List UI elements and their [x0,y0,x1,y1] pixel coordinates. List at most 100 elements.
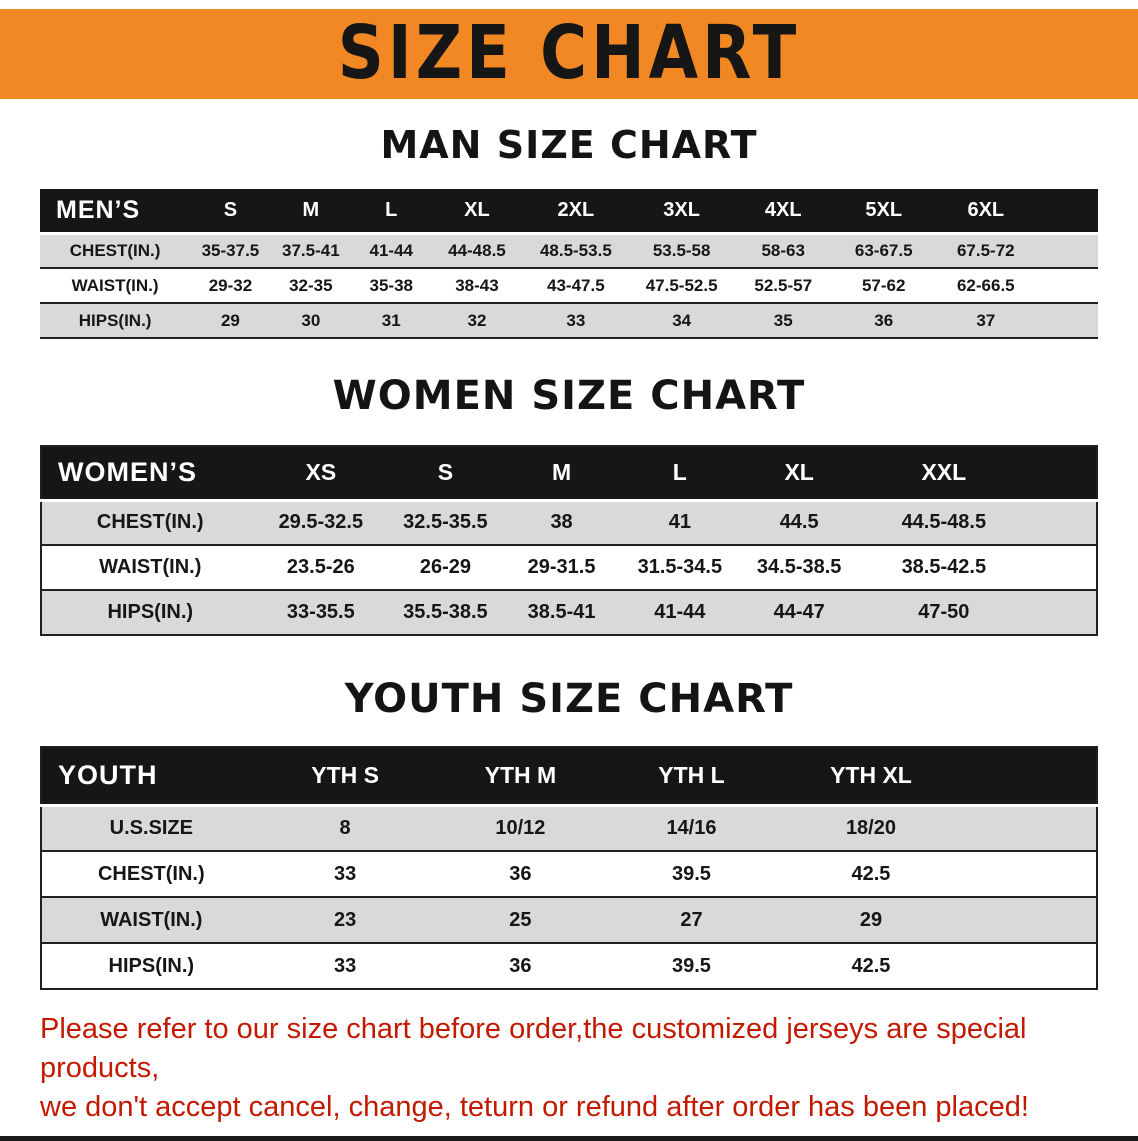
size-value: 31 [351,302,432,339]
size-value: 30 [270,302,352,339]
order-policy-line1: Please refer to our size chart before or… [40,1013,1027,1084]
size-value: 33-35.5 [258,589,384,635]
column-header: XL [431,189,523,235]
men-header-row: MEN’S S M L XL 2XL 3XL 4XL 5XL 6XL [40,189,1098,235]
size-value: 41-44 [351,232,432,268]
column-header: YTH XL [771,747,971,807]
column-header: M [507,446,616,502]
youth-size-table: YOUTH YTH S YTH M YTH L YTH XL U.S.SIZE … [40,746,1098,990]
column-header: L [351,189,432,235]
page-title: SIZE CHART [337,11,801,97]
size-value: 8 [260,804,430,851]
size-value: 48.5-53.5 [522,232,630,268]
size-value: 36 [429,942,612,989]
size-value: 27 [611,896,772,943]
women-size-chart-section: WOMEN SIZE CHART WOMEN’S XS S M L XL XXL… [0,373,1138,636]
filler-cell [970,850,1097,897]
filler-cell [1036,189,1098,235]
row-label: U.S.SIZE [41,804,261,851]
column-header: XL [744,446,855,502]
order-policy-note: Please refer to our size chart before or… [40,1010,1098,1127]
men-chest-row: CHEST(IN.) 35-37.5 37.5-41 41-44 44-48.5… [40,232,1098,268]
size-value: 42.5 [771,850,971,897]
column-header: 6XL [935,189,1037,235]
women-hips-row: HIPS(IN.) 33-35.5 35.5-38.5 38.5-41 41-4… [41,589,1097,635]
women-chest-row: CHEST(IN.) 29.5-32.5 32.5-35.5 38 41 44.… [41,499,1097,545]
women-table-title: WOMEN’S [41,446,259,502]
size-value: 33 [522,302,630,339]
size-value: 14/16 [611,804,772,851]
filler-cell [970,942,1097,989]
size-value: 18/20 [771,804,971,851]
size-value: 53.5-58 [629,232,735,268]
filler-cell [970,804,1097,851]
filler-cell [1033,499,1097,545]
size-value: 32 [431,302,523,339]
size-value: 36 [429,850,612,897]
filler-cell [1033,446,1097,502]
size-value: 38-43 [431,267,523,303]
size-chart-banner: SIZE CHART [0,9,1138,99]
size-value: 39.5 [611,850,772,897]
size-value: 33 [260,942,430,989]
size-value: 34 [629,302,735,339]
row-label: HIPS(IN.) [40,302,191,339]
size-value: 43-47.5 [522,267,630,303]
column-header: 2XL [522,189,630,235]
size-value: 35-38 [351,267,432,303]
size-value: 10/12 [429,804,612,851]
men-size-table: MEN’S S M L XL 2XL 3XL 4XL 5XL 6XL CHEST… [40,189,1098,339]
youth-size-chart-section: YOUTH SIZE CHART YOUTH YTH S YTH M YTH L… [0,676,1138,990]
filler-cell [1033,544,1097,590]
size-value: 52.5-57 [734,267,833,303]
size-value: 33 [260,850,430,897]
size-value: 63-67.5 [832,232,936,268]
row-label: WAIST(IN.) [41,896,261,943]
size-value: 41 [615,499,745,545]
size-value: 23 [260,896,430,943]
size-value: 38.5-41 [507,589,616,635]
size-value: 37.5-41 [270,232,352,268]
size-value: 38.5-42.5 [854,544,1034,590]
men-hips-row: HIPS(IN.) 29 30 31 32 33 34 35 36 37 [40,302,1098,339]
size-value: 25 [429,896,612,943]
youth-chest-row: CHEST(IN.) 33 36 39.5 42.5 [41,850,1097,897]
size-value: 35.5-38.5 [383,589,508,635]
size-value: 67.5-72 [935,232,1037,268]
size-value: 34.5-38.5 [744,544,855,590]
size-value: 32.5-35.5 [383,499,508,545]
women-header-row: WOMEN’S XS S M L XL XXL [41,446,1097,502]
size-value: 42.5 [771,942,971,989]
women-chart-heading: WOMEN SIZE CHART [332,373,806,419]
men-table-title: MEN’S [40,189,191,235]
women-waist-row: WAIST(IN.) 23.5-26 26-29 29-31.5 31.5-34… [41,544,1097,590]
size-value: 62-66.5 [935,267,1037,303]
size-value: 23.5-26 [258,544,384,590]
size-value: 29-32 [190,267,271,303]
size-value: 29-31.5 [507,544,616,590]
youth-table-title: YOUTH [41,747,261,807]
column-header: YTH M [429,747,612,807]
filler-cell [1036,232,1098,268]
row-label: WAIST(IN.) [40,267,191,303]
size-value: 32-35 [270,267,352,303]
youth-ussize-row: U.S.SIZE 8 10/12 14/16 18/20 [41,804,1097,851]
size-value: 44.5 [744,499,855,545]
row-label: CHEST(IN.) [41,850,261,897]
column-header: L [615,446,745,502]
size-value: 26-29 [383,544,508,590]
row-label: CHEST(IN.) [41,499,259,545]
column-header: 5XL [832,189,936,235]
size-value: 44-47 [744,589,855,635]
size-value: 44.5-48.5 [854,499,1034,545]
women-size-table: WOMEN’S XS S M L XL XXL CHEST(IN.) 29.5-… [40,445,1098,636]
column-header: S [383,446,508,502]
column-header: YTH S [260,747,430,807]
column-header: M [270,189,352,235]
size-value: 31.5-34.5 [615,544,745,590]
men-waist-row: WAIST(IN.) 29-32 32-35 35-38 38-43 43-47… [40,267,1098,303]
filler-cell [970,896,1097,943]
size-value: 29 [190,302,271,339]
size-value: 35 [734,302,833,339]
order-policy-line2: we don't accept cancel, change, teturn o… [40,1091,1029,1123]
